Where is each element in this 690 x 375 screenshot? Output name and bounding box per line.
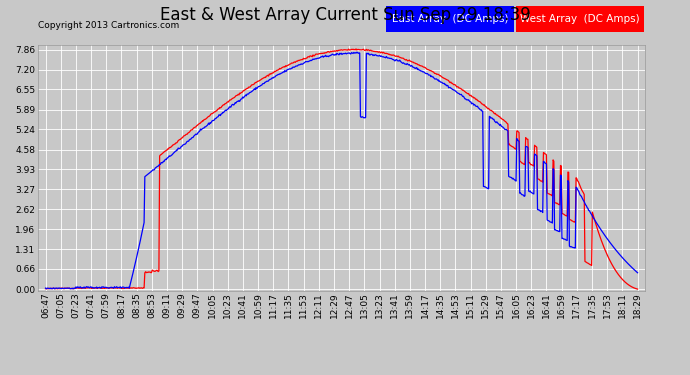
Text: Copyright 2013 Cartronics.com: Copyright 2013 Cartronics.com [38,21,179,30]
Text: East & West Array Current Sun Sep 29 18:39: East & West Array Current Sun Sep 29 18:… [159,6,531,24]
Text: West Array  (DC Amps): West Array (DC Amps) [520,14,640,24]
Text: East Array  (DC Amps): East Array (DC Amps) [392,14,509,24]
